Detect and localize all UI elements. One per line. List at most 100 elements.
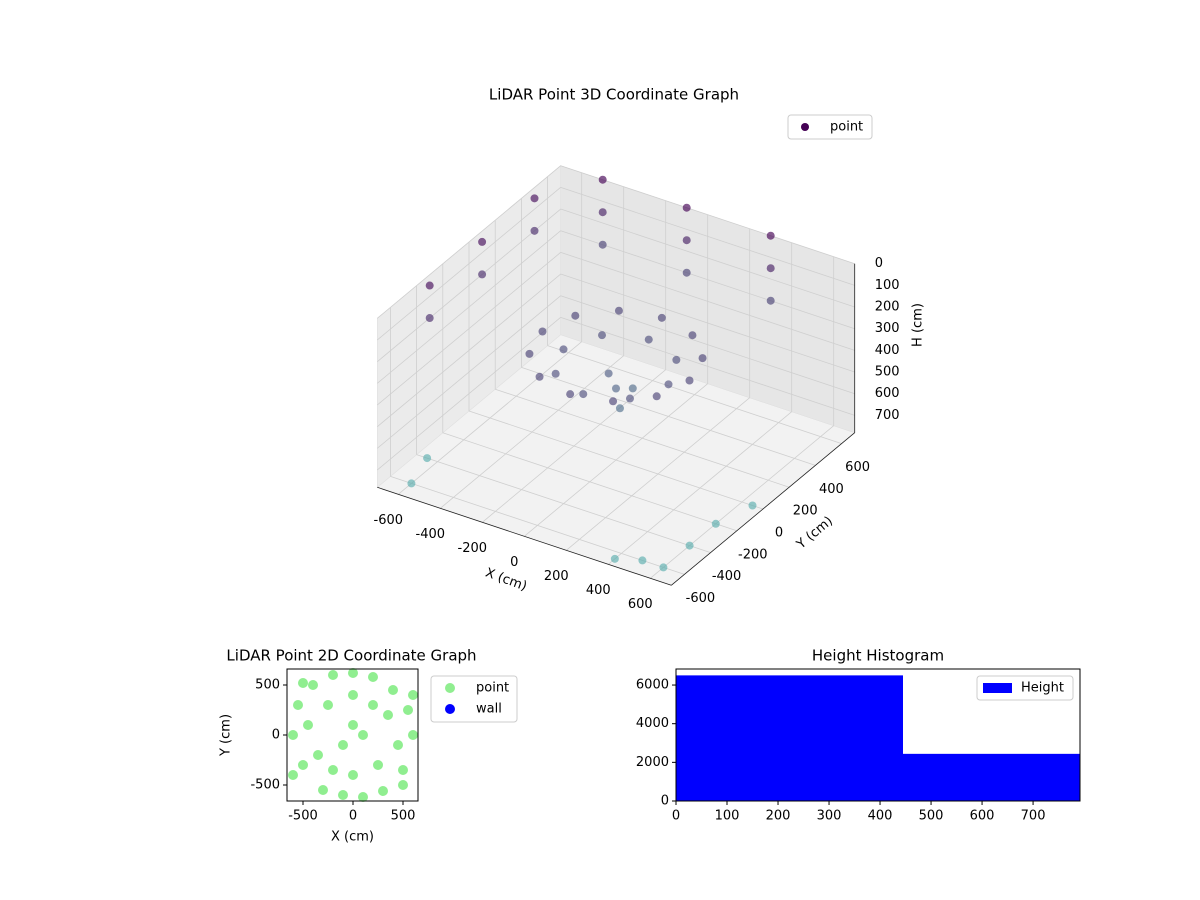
legend-marker (983, 683, 1012, 693)
bar (902, 753, 1080, 801)
point (652, 392, 661, 401)
x-axis-label: X (cm) (483, 566, 529, 595)
point (685, 541, 694, 550)
point (348, 668, 358, 678)
z-axis-label: H (cm) (911, 303, 926, 347)
y-tick-label: 0 (272, 728, 280, 743)
point (388, 685, 398, 695)
grid-line (560, 251, 855, 351)
bar (676, 675, 903, 801)
y-tick-label: 600 (845, 460, 870, 475)
y-tick-label: -400 (712, 569, 742, 584)
point (604, 369, 613, 378)
legend-marker (445, 704, 455, 714)
y-tick-label: -600 (686, 591, 716, 606)
title: LiDAR Point 3D Coordinate Graph (489, 86, 739, 104)
point (298, 678, 308, 688)
chart-histogram: Height Histogram 0 100 200 300 400 500 600 700 0 2… (636, 647, 1081, 824)
grid-line (521, 367, 816, 466)
y-axis-label: Y (cm) (793, 514, 836, 553)
point (323, 700, 333, 710)
point (579, 390, 588, 399)
grid-line (560, 273, 855, 373)
point (338, 790, 348, 800)
z-tick-label: 600 (875, 386, 900, 401)
point (688, 331, 697, 340)
point (614, 306, 623, 315)
grid-line (560, 230, 855, 330)
point (551, 369, 560, 378)
grid-line (377, 317, 561, 471)
point (303, 720, 313, 730)
z-tick-label: 500 (875, 365, 900, 380)
point (672, 355, 681, 364)
point (407, 479, 416, 488)
legend-label: point (830, 120, 863, 135)
point (748, 501, 757, 510)
grid-line (547, 345, 842, 444)
point (368, 672, 378, 682)
y-tick-label: 0 (661, 794, 669, 809)
x-tick-label: 400 (586, 583, 611, 598)
point (615, 404, 624, 413)
point (766, 231, 775, 240)
y-tick-label: 2000 (636, 755, 669, 770)
x-tick-label: -200 (458, 541, 488, 556)
x-tick-label: 300 (817, 809, 842, 824)
title: LiDAR Point 2D Coordinate Graph (226, 647, 476, 665)
legend-label: point (476, 681, 509, 696)
x-tick-label: -600 (374, 513, 404, 528)
point (598, 331, 607, 340)
x-tick-label: 0 (349, 809, 357, 824)
point (318, 785, 328, 795)
y-tick-label: 0 (775, 526, 783, 541)
point (298, 760, 308, 770)
point (664, 380, 673, 389)
legend-marker (801, 123, 809, 131)
point (535, 372, 544, 381)
grid-line (560, 186, 855, 286)
point (609, 397, 618, 406)
point (425, 314, 434, 323)
point (625, 394, 634, 403)
grid-line (377, 208, 561, 362)
point (628, 384, 637, 393)
x-tick-label: 400 (868, 809, 893, 824)
point (478, 270, 487, 279)
grid-line (560, 208, 855, 308)
point (682, 203, 691, 212)
x-tick-label: 200 (544, 569, 569, 584)
z-tick-label: 400 (875, 343, 900, 358)
point (530, 194, 539, 203)
point (408, 730, 418, 740)
point (610, 554, 619, 563)
z-tick-label: 100 (875, 278, 900, 293)
x-axis-line (377, 486, 672, 586)
grid-line (390, 476, 685, 575)
point (368, 700, 378, 710)
point (313, 750, 323, 760)
point (408, 690, 418, 700)
point (530, 226, 539, 235)
y-axis-label: Y (cm) (219, 714, 234, 757)
legend-box (787, 114, 873, 140)
point (571, 311, 580, 320)
x-axis-label: X (cm) (331, 830, 374, 845)
y-tick-label: -200 (738, 547, 768, 562)
point (711, 519, 720, 528)
x-tick-label: 100 (715, 809, 740, 824)
point (328, 765, 338, 775)
x-tick-label: 600 (628, 597, 653, 612)
y-tick-label: -500 (250, 778, 280, 793)
x-tick-label: -500 (288, 809, 318, 824)
grid-line (560, 165, 855, 265)
point (393, 740, 403, 750)
y-tick-label: 500 (255, 678, 280, 693)
point (378, 786, 388, 796)
point (328, 670, 338, 680)
point (657, 313, 666, 322)
point (525, 349, 534, 358)
